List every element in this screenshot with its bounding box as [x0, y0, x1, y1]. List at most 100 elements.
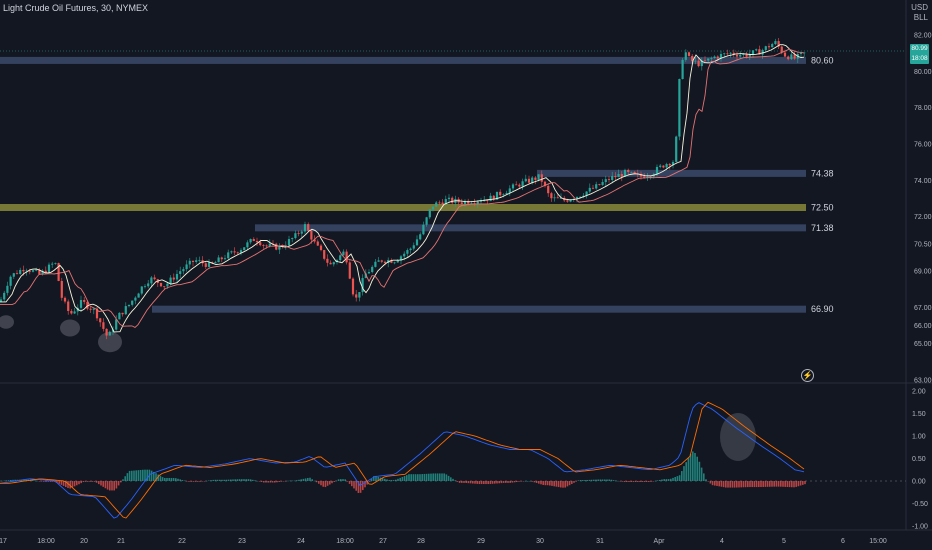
macd-histogram-bar: [496, 481, 498, 484]
macd-histogram-bar: [267, 481, 269, 483]
chart-title: Light Crude Oil Futures, 30, NYMEX: [3, 3, 149, 13]
candle-body: [246, 242, 249, 248]
candle-body: [777, 41, 780, 47]
candle-body: [540, 174, 543, 182]
candle-body: [275, 243, 278, 250]
candle-body: [150, 277, 153, 284]
candle-body: [137, 293, 140, 298]
macd-histogram-bar: [172, 477, 175, 481]
macd-histogram-bar: [544, 481, 547, 486]
macd-histogram-bar: [344, 479, 346, 481]
macd-histogram-bar: [562, 481, 564, 488]
macd-histogram-bar: [38, 481, 41, 482]
macd-histogram-bar: [296, 480, 298, 481]
macd-histogram-bar: [685, 462, 687, 481]
candle-body: [614, 176, 617, 178]
candle-body: [44, 270, 47, 273]
macd-histogram-bar: [403, 476, 406, 481]
macd-histogram-bar: [599, 479, 602, 481]
candle-body: [780, 46, 783, 53]
macd-histogram-bar: [131, 470, 133, 481]
macd-histogram-bar: [241, 479, 243, 481]
macd-histogram-bar: [524, 481, 527, 482]
candle-body: [175, 273, 179, 280]
macd-histogram-bar: [104, 481, 107, 489]
candle-body: [803, 52, 806, 54]
macd-histogram-bar: [661, 479, 663, 481]
level-zone-74.38: [537, 169, 806, 177]
macd-histogram-bar: [100, 481, 102, 486]
macd-histogram-bar: [665, 479, 668, 481]
candle-body: [547, 185, 550, 194]
macd-histogram-bar: [511, 481, 514, 483]
macd-histogram-bar: [269, 481, 272, 483]
macd-histogram-bar: [199, 481, 201, 482]
macd-histogram-bar: [287, 480, 289, 482]
candle-body: [505, 192, 508, 195]
macd-histogram-bar: [164, 477, 166, 481]
time-tick-label: 15:00: [869, 538, 887, 545]
macd-histogram-bar: [300, 479, 302, 481]
candle-body: [188, 260, 191, 265]
macd-histogram-bar: [531, 481, 533, 482]
macd-histogram-bar: [111, 481, 113, 491]
macd-histogram-bar: [14, 479, 16, 481]
macd-tick-label: 0.00: [912, 479, 926, 486]
macd-histogram-bar: [549, 481, 551, 486]
candle-body: [291, 238, 294, 240]
macd-histogram-bar: [47, 481, 49, 482]
macd-histogram-bar: [775, 481, 778, 487]
candle-body: [444, 199, 447, 205]
macd-histogram-bar: [630, 481, 632, 482]
macd-histogram-bar: [388, 480, 390, 481]
macd-histogram-bar: [12, 479, 14, 481]
macd-histogram-bar: [593, 479, 595, 481]
price-tick-label: 69.00: [914, 269, 932, 276]
candle-body: [630, 171, 633, 173]
macd-histogram-bar: [337, 479, 340, 481]
time-tick-label: 28: [417, 538, 425, 545]
candle-body: [761, 49, 764, 55]
candle-body: [351, 278, 355, 295]
macd-histogram-bar: [722, 481, 725, 488]
time-tick-label: 30: [536, 538, 544, 545]
macd-histogram-bar: [553, 481, 555, 487]
candle-body: [425, 217, 428, 225]
macd-histogram-bar: [634, 481, 637, 482]
candle-body: [643, 176, 646, 178]
macd-histogram-bar: [238, 479, 241, 481]
candle-body: [460, 202, 463, 204]
time-tick-label: 6: [841, 538, 845, 545]
macd-histogram-bar: [348, 481, 351, 484]
macd-histogram-bar: [95, 481, 98, 483]
candle-body: [57, 263, 60, 281]
macd-histogram-bar: [753, 481, 756, 488]
macd-histogram-bar: [766, 481, 769, 487]
candle-body: [371, 266, 374, 273]
macd-histogram-bar: [181, 479, 184, 481]
macd-histogram-bar: [373, 476, 375, 481]
macd-histogram-bar: [480, 481, 483, 485]
candle-body: [316, 241, 319, 246]
candle-body: [191, 260, 195, 262]
macd-histogram-bar: [208, 480, 210, 482]
macd-histogram-bar: [505, 481, 507, 483]
candle-body: [99, 318, 102, 323]
macd-histogram-bar: [522, 481, 525, 482]
macd-histogram-bar: [256, 480, 258, 482]
candle-body: [710, 58, 713, 59]
macd-histogram-bar: [586, 479, 588, 481]
macd-histogram-bar: [461, 481, 463, 483]
candle-body: [431, 206, 435, 210]
candle-body: [553, 197, 556, 199]
macd-histogram-bar: [146, 469, 148, 481]
time-tick-label: 31: [596, 538, 604, 545]
candle-body: [163, 286, 166, 288]
candle-body: [659, 165, 662, 167]
time-tick-label: 18:00: [37, 538, 55, 545]
candle-body: [220, 257, 223, 260]
candle-body: [745, 54, 748, 57]
lightning-icon[interactable]: ⚡: [801, 369, 814, 382]
macd-histogram-bar: [764, 481, 767, 487]
